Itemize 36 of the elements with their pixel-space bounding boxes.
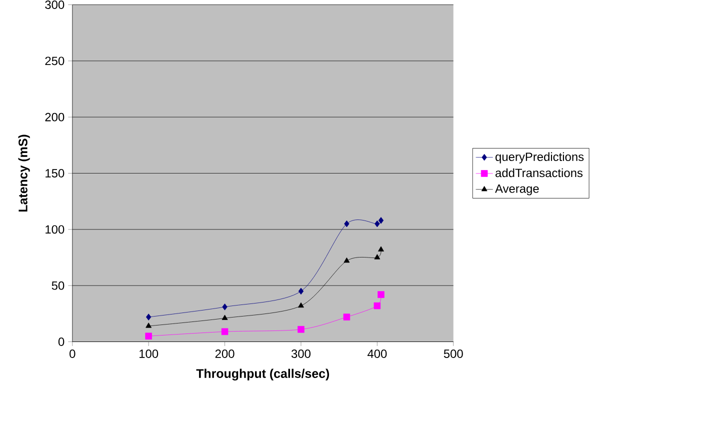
point	[374, 302, 381, 310]
point	[145, 332, 152, 340]
point	[146, 322, 152, 328]
point	[378, 291, 384, 298]
x-tick-label: 300	[291, 350, 310, 358]
x-tick-label: 0	[70, 350, 76, 358]
y-tick-label: 200	[45, 112, 64, 122]
point	[374, 220, 380, 228]
point	[344, 220, 350, 228]
x-tick-label: 200	[215, 350, 234, 358]
point	[374, 254, 380, 260]
point	[222, 304, 228, 310]
y-tick-label: 100	[46, 225, 64, 234]
point	[146, 314, 152, 320]
point	[298, 326, 304, 333]
legend-label: addTransactions	[496, 168, 583, 178]
legend-label: Average	[495, 184, 539, 196]
y-tick-label: 0	[58, 338, 64, 346]
point	[222, 314, 228, 320]
y-tick-label: 250	[45, 56, 64, 66]
x-tick-label: 100	[140, 350, 158, 358]
legend-label: queryPredictions	[496, 152, 584, 164]
point	[298, 302, 304, 308]
x-axis-title: Throughput (calls/sec)	[196, 368, 330, 380]
y-axis-title: Latency (mS)	[18, 134, 30, 212]
x-tick-label: 500	[444, 350, 463, 358]
point	[221, 328, 228, 336]
point	[378, 246, 384, 252]
y-tick-label: 150	[46, 169, 64, 178]
y-tick-label: 50	[52, 281, 64, 290]
point	[298, 288, 304, 295]
x-tick-label: 400	[368, 350, 387, 358]
point	[343, 314, 350, 320]
y-tick-label: 300	[45, 0, 64, 9]
point	[344, 257, 350, 263]
point	[378, 217, 384, 224]
